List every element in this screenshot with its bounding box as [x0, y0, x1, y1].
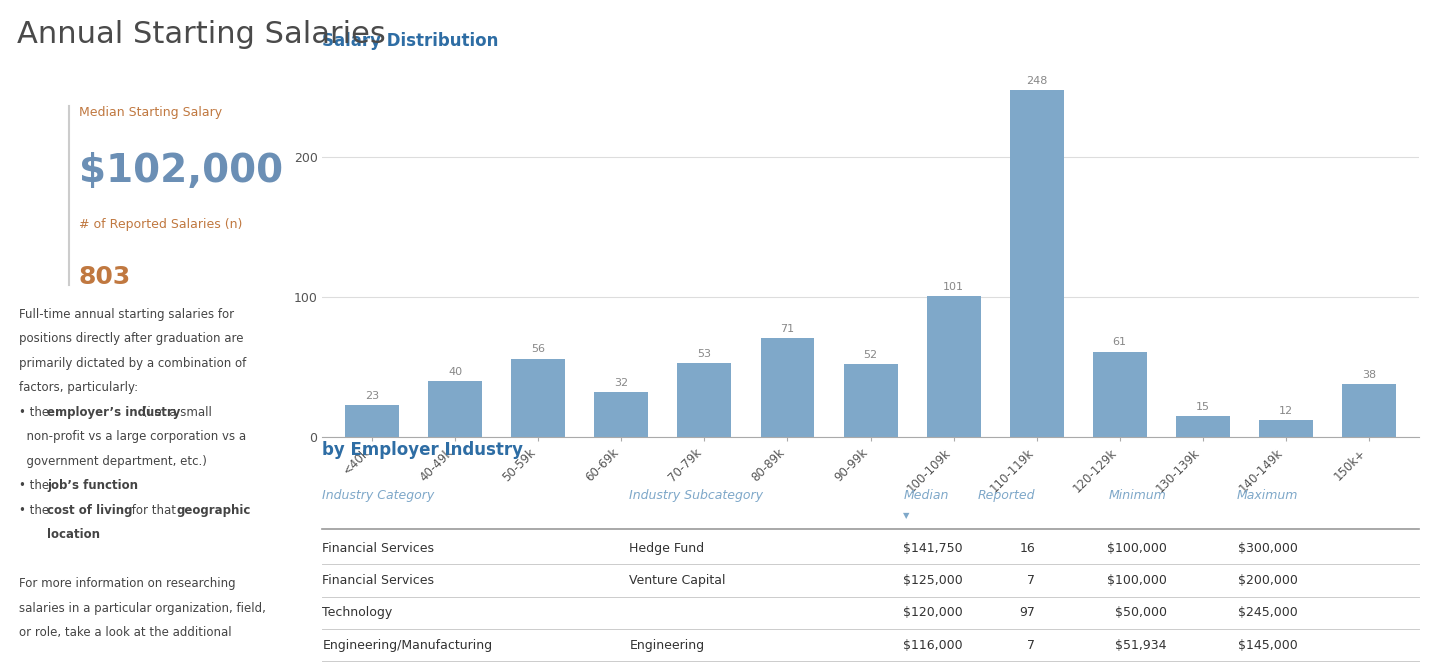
Text: Salary Distribution: Salary Distribution	[322, 32, 499, 50]
Text: factors, particularly:: factors, particularly:	[19, 381, 138, 395]
Text: salaries in a particular organization, field,: salaries in a particular organization, f…	[19, 602, 265, 615]
Text: Median Starting Salary: Median Starting Salary	[79, 106, 222, 119]
Text: Minimum: Minimum	[1109, 489, 1166, 502]
Text: # of Reported Salaries (n): # of Reported Salaries (n)	[79, 218, 242, 232]
Text: $51,934: $51,934	[1115, 639, 1166, 651]
Text: 803: 803	[79, 265, 130, 289]
Text: 40: 40	[449, 367, 463, 377]
Text: • the: • the	[19, 504, 53, 517]
Text: $116,000: $116,000	[903, 639, 963, 651]
Text: $245,000: $245,000	[1238, 606, 1298, 619]
Text: $141,750: $141,750	[903, 542, 963, 555]
Text: Venture Capital: Venture Capital	[629, 574, 727, 587]
Text: (i.e. a small: (i.e. a small	[139, 406, 212, 419]
Text: Industry Subcategory: Industry Subcategory	[629, 489, 764, 502]
Text: Financial Services: Financial Services	[322, 542, 434, 555]
Text: 52: 52	[864, 350, 877, 360]
Text: Full-time annual starting salaries for: Full-time annual starting salaries for	[19, 308, 234, 321]
Text: Hedge Fund: Hedge Fund	[629, 542, 705, 555]
Text: $50,000: $50,000	[1115, 606, 1166, 619]
Bar	[1258, 420, 1313, 437]
Text: $145,000: $145,000	[1238, 639, 1298, 651]
Text: $102,000: $102,000	[79, 152, 282, 190]
Text: 61: 61	[1112, 338, 1126, 348]
Bar	[761, 338, 814, 437]
Text: 38: 38	[1361, 369, 1376, 379]
Bar	[512, 359, 566, 437]
Text: Engineering/Manufacturing: Engineering/Manufacturing	[322, 639, 493, 651]
Text: Maximum: Maximum	[1237, 489, 1298, 502]
Text: primarily dictated by a combination of: primarily dictated by a combination of	[19, 357, 246, 370]
Text: 15: 15	[1195, 402, 1209, 412]
Bar	[345, 404, 400, 437]
Text: ▼: ▼	[903, 511, 910, 520]
Bar	[1010, 90, 1063, 437]
Text: for that: for that	[128, 504, 179, 517]
Text: $100,000: $100,000	[1106, 542, 1166, 555]
Text: 23: 23	[365, 391, 380, 401]
Text: 32: 32	[615, 378, 629, 388]
Text: 7: 7	[1027, 639, 1035, 651]
Text: location: location	[47, 528, 100, 542]
Bar	[1175, 416, 1230, 437]
Text: geographic: geographic	[176, 504, 251, 517]
Bar	[678, 363, 731, 437]
Text: $125,000: $125,000	[903, 574, 963, 587]
Text: job’s function: job’s function	[47, 479, 139, 493]
Text: positions directly after graduation are: positions directly after graduation are	[19, 332, 244, 346]
Text: $200,000: $200,000	[1238, 574, 1298, 587]
Text: Industry Category: Industry Category	[322, 489, 434, 502]
Bar	[1093, 352, 1146, 437]
Text: government department, etc.): government department, etc.)	[19, 455, 206, 468]
Text: • the: • the	[19, 406, 53, 419]
Text: 12: 12	[1278, 406, 1293, 416]
Text: $100,000: $100,000	[1106, 574, 1166, 587]
Bar	[595, 392, 648, 437]
Bar	[927, 296, 980, 437]
Text: employer’s industry: employer’s industry	[47, 406, 181, 419]
Text: 53: 53	[698, 349, 711, 359]
Text: 97: 97	[1019, 606, 1035, 619]
Text: 7: 7	[1027, 574, 1035, 587]
Bar	[844, 364, 897, 437]
Text: 71: 71	[781, 324, 794, 334]
Text: cost of living: cost of living	[47, 504, 133, 517]
Bar	[428, 381, 483, 437]
Text: Engineering: Engineering	[629, 639, 705, 651]
Text: 16: 16	[1019, 542, 1035, 555]
Text: For more information on researching: For more information on researching	[19, 577, 235, 591]
Text: Annual Starting Salaries: Annual Starting Salaries	[17, 20, 385, 49]
Text: $300,000: $300,000	[1238, 542, 1298, 555]
Text: by Employer Industry: by Employer Industry	[322, 442, 523, 459]
Text: 56: 56	[532, 344, 546, 354]
Text: Financial Services: Financial Services	[322, 574, 434, 587]
Text: Reported: Reported	[977, 489, 1035, 502]
Text: non-profit vs a large corporation vs a: non-profit vs a large corporation vs a	[19, 430, 245, 444]
Text: 101: 101	[943, 281, 964, 291]
Text: • the: • the	[19, 479, 53, 493]
Text: Technology: Technology	[322, 606, 393, 619]
Text: Median: Median	[903, 489, 949, 502]
Text: $120,000: $120,000	[903, 606, 963, 619]
Text: or role, take a look at the additional: or role, take a look at the additional	[19, 626, 231, 639]
Bar	[1341, 384, 1396, 437]
Text: 248: 248	[1026, 76, 1048, 86]
